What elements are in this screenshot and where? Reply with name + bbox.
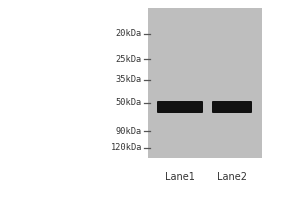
Text: 50kDa: 50kDa (116, 98, 142, 107)
Text: 25kDa: 25kDa (116, 54, 142, 64)
Text: 20kDa: 20kDa (116, 29, 142, 38)
Text: Lane1: Lane1 (165, 172, 195, 182)
FancyBboxPatch shape (212, 101, 252, 113)
Text: 35kDa: 35kDa (116, 75, 142, 84)
FancyBboxPatch shape (157, 101, 203, 113)
Text: 90kDa: 90kDa (116, 127, 142, 136)
Text: Lane2: Lane2 (217, 172, 247, 182)
Text: 120kDa: 120kDa (110, 143, 142, 152)
Bar (148, 8, 262, 158)
